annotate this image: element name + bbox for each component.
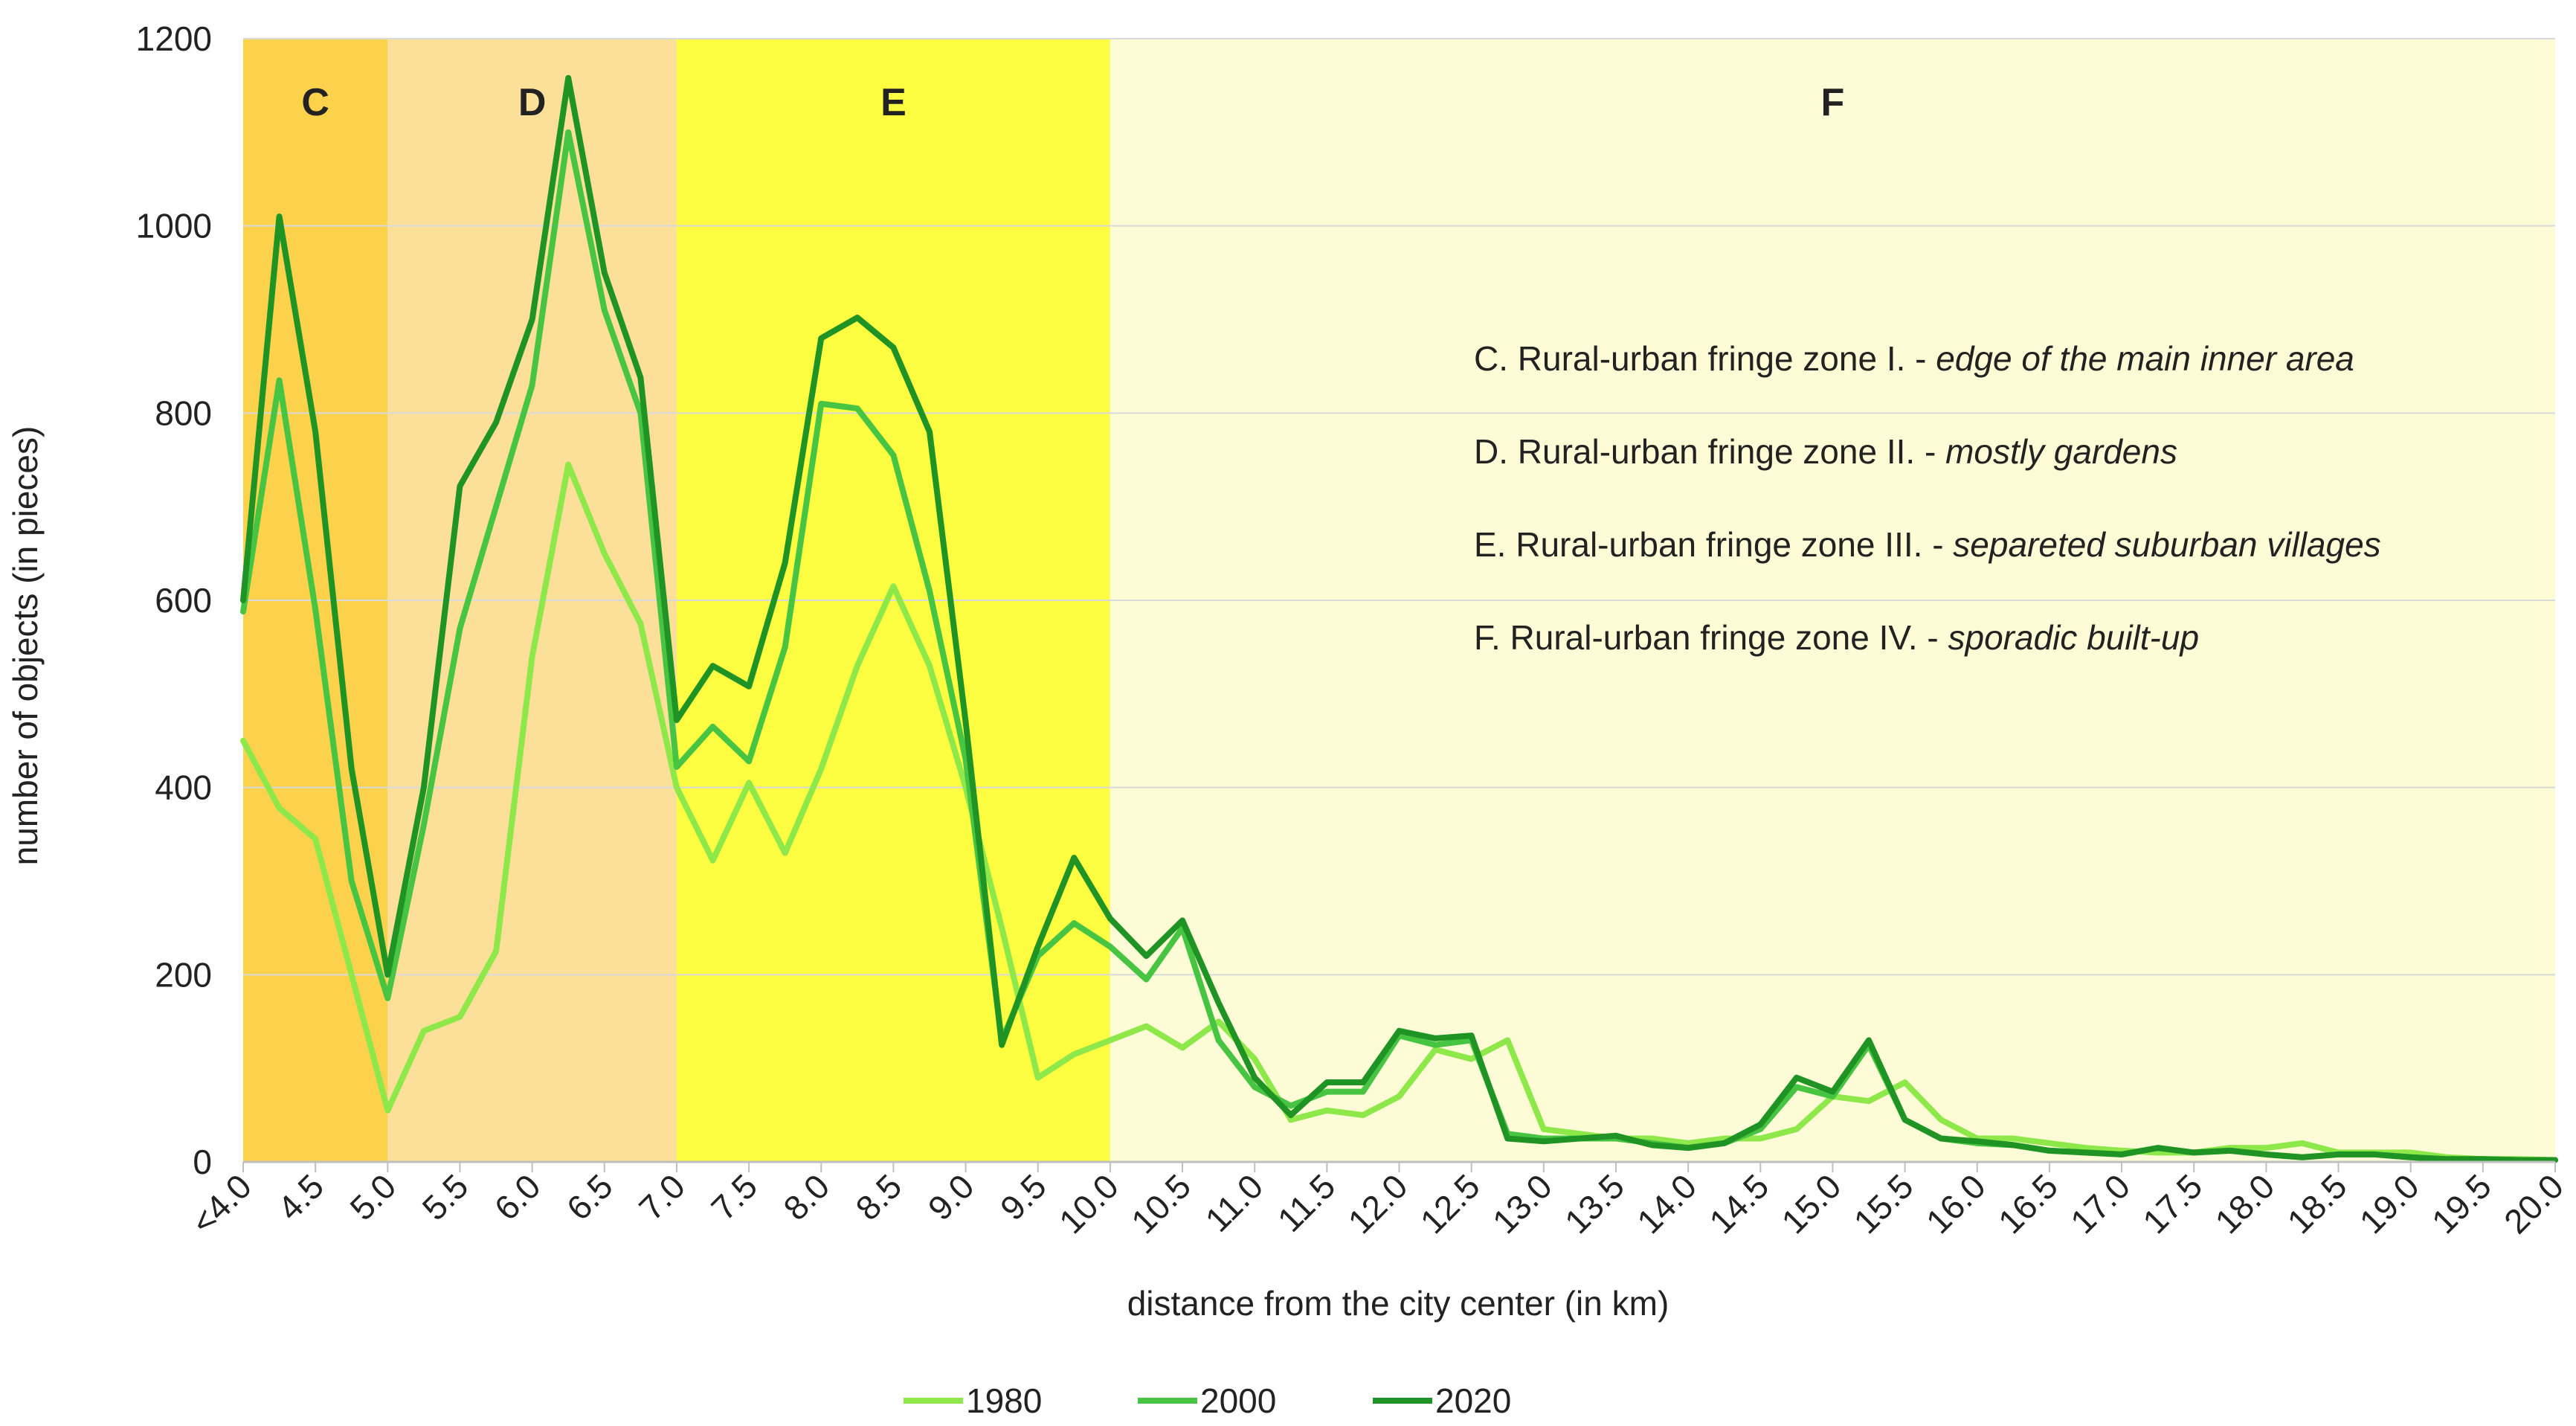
x-tick-label: 11.5 — [1270, 1166, 1343, 1239]
zone-description-d: D. Rural-urban fringe zone II. - mostly … — [1474, 432, 2177, 471]
x-tick-label: 19.0 — [2352, 1166, 2427, 1241]
x-tick-label: 13.5 — [1557, 1166, 1632, 1241]
y-tick-label: 600 — [155, 581, 212, 620]
x-tick-label: 4.5 — [270, 1166, 331, 1227]
x-tick-label: 10.0 — [1052, 1166, 1126, 1241]
x-tick-label: 12.0 — [1340, 1166, 1414, 1241]
x-tick-label: 8.5 — [848, 1166, 909, 1227]
series-line-2020 — [240, 74, 2558, 1163]
x-tick-label: 10.5 — [1124, 1166, 1198, 1241]
zone-letter-c: C — [301, 81, 329, 124]
zone-description-c: C. Rural-urban fringe zone I. - edge of … — [1474, 339, 2354, 378]
x-tick-label: 11.0 — [1198, 1166, 1271, 1239]
zone-letter-d: D — [518, 81, 547, 124]
y-tick-label: 1200 — [136, 19, 212, 58]
x-tick-label: 17.5 — [2135, 1166, 2209, 1241]
y-axis-ticks: 0 200 400 600 800 1000 1200 — [136, 19, 212, 1181]
y-tick-label: 400 — [155, 768, 212, 807]
y-axis-title: number of objects (in pieces) — [6, 426, 45, 866]
x-tick-label: 9.0 — [921, 1166, 982, 1227]
legend-label-2000: 2000 — [1200, 1381, 1276, 1420]
zone-letter-e: E — [880, 81, 907, 124]
x-tick-label: 8.0 — [776, 1166, 837, 1227]
x-tick-label: 7.0 — [631, 1166, 692, 1227]
x-tick-label: 14.5 — [1701, 1166, 1776, 1241]
y-tick-label: 800 — [155, 394, 212, 432]
y-tick-label: 200 — [155, 955, 212, 994]
x-tick-label: 15.5 — [1846, 1166, 1921, 1241]
x-tick-label: 6.5 — [559, 1166, 620, 1227]
y-tick-label: 0 — [193, 1143, 212, 1181]
x-tick-label: 19.5 — [2424, 1166, 2499, 1241]
zone-description-f: F. Rural-urban fringe zone IV. - sporadi… — [1474, 618, 2199, 657]
x-tick-label: 7.5 — [703, 1166, 764, 1227]
x-tick-label: 15.0 — [1774, 1166, 1848, 1241]
x-tick-label: 18.0 — [2207, 1166, 2282, 1241]
x-tick-label: 18.5 — [2280, 1166, 2354, 1241]
zone-letter-f: F — [1821, 81, 1845, 124]
x-axis-title: distance from the city center (in km) — [1127, 1284, 1669, 1323]
x-tick-label: 9.5 — [993, 1166, 1054, 1227]
x-tick-label: 16.0 — [1919, 1166, 1993, 1241]
x-tick-label: 17.0 — [2063, 1166, 2137, 1241]
zone-description-e: E. Rural-urban fringe zone III. - separe… — [1474, 525, 2381, 564]
legend: 1980 2000 2020 — [904, 1381, 1511, 1420]
y-tick-label: 1000 — [136, 207, 212, 245]
x-tick-label: 20.0 — [2496, 1166, 2571, 1241]
series-lines — [240, 74, 2558, 1163]
x-tick-label: 16.5 — [1991, 1166, 2065, 1241]
x-tick-label: 13.0 — [1485, 1166, 1559, 1241]
gridlines — [243, 38, 2555, 976]
x-tick-label: 12.5 — [1413, 1166, 1487, 1241]
x-tick-label: 6.0 — [487, 1166, 548, 1227]
x-tick-label: 5.5 — [415, 1166, 476, 1227]
x-tick-label: 14.0 — [1629, 1166, 1704, 1241]
zone-letters: C D E F — [301, 81, 1844, 124]
legend-label-2020: 2020 — [1435, 1381, 1511, 1420]
x-axis-ticks: <4.0 4.5 5.0 5.5 6.0 6.5 7.0 7.5 8.0 8.5 9.0 9.510.… — [184, 1162, 2571, 1242]
zone-descriptions: C. Rural-urban fringe zone I. - edge of … — [1474, 339, 2381, 657]
legend-label-1980: 1980 — [966, 1381, 1042, 1420]
series-line-1980 — [240, 461, 2558, 1163]
x-tick-label: 5.0 — [342, 1166, 403, 1227]
